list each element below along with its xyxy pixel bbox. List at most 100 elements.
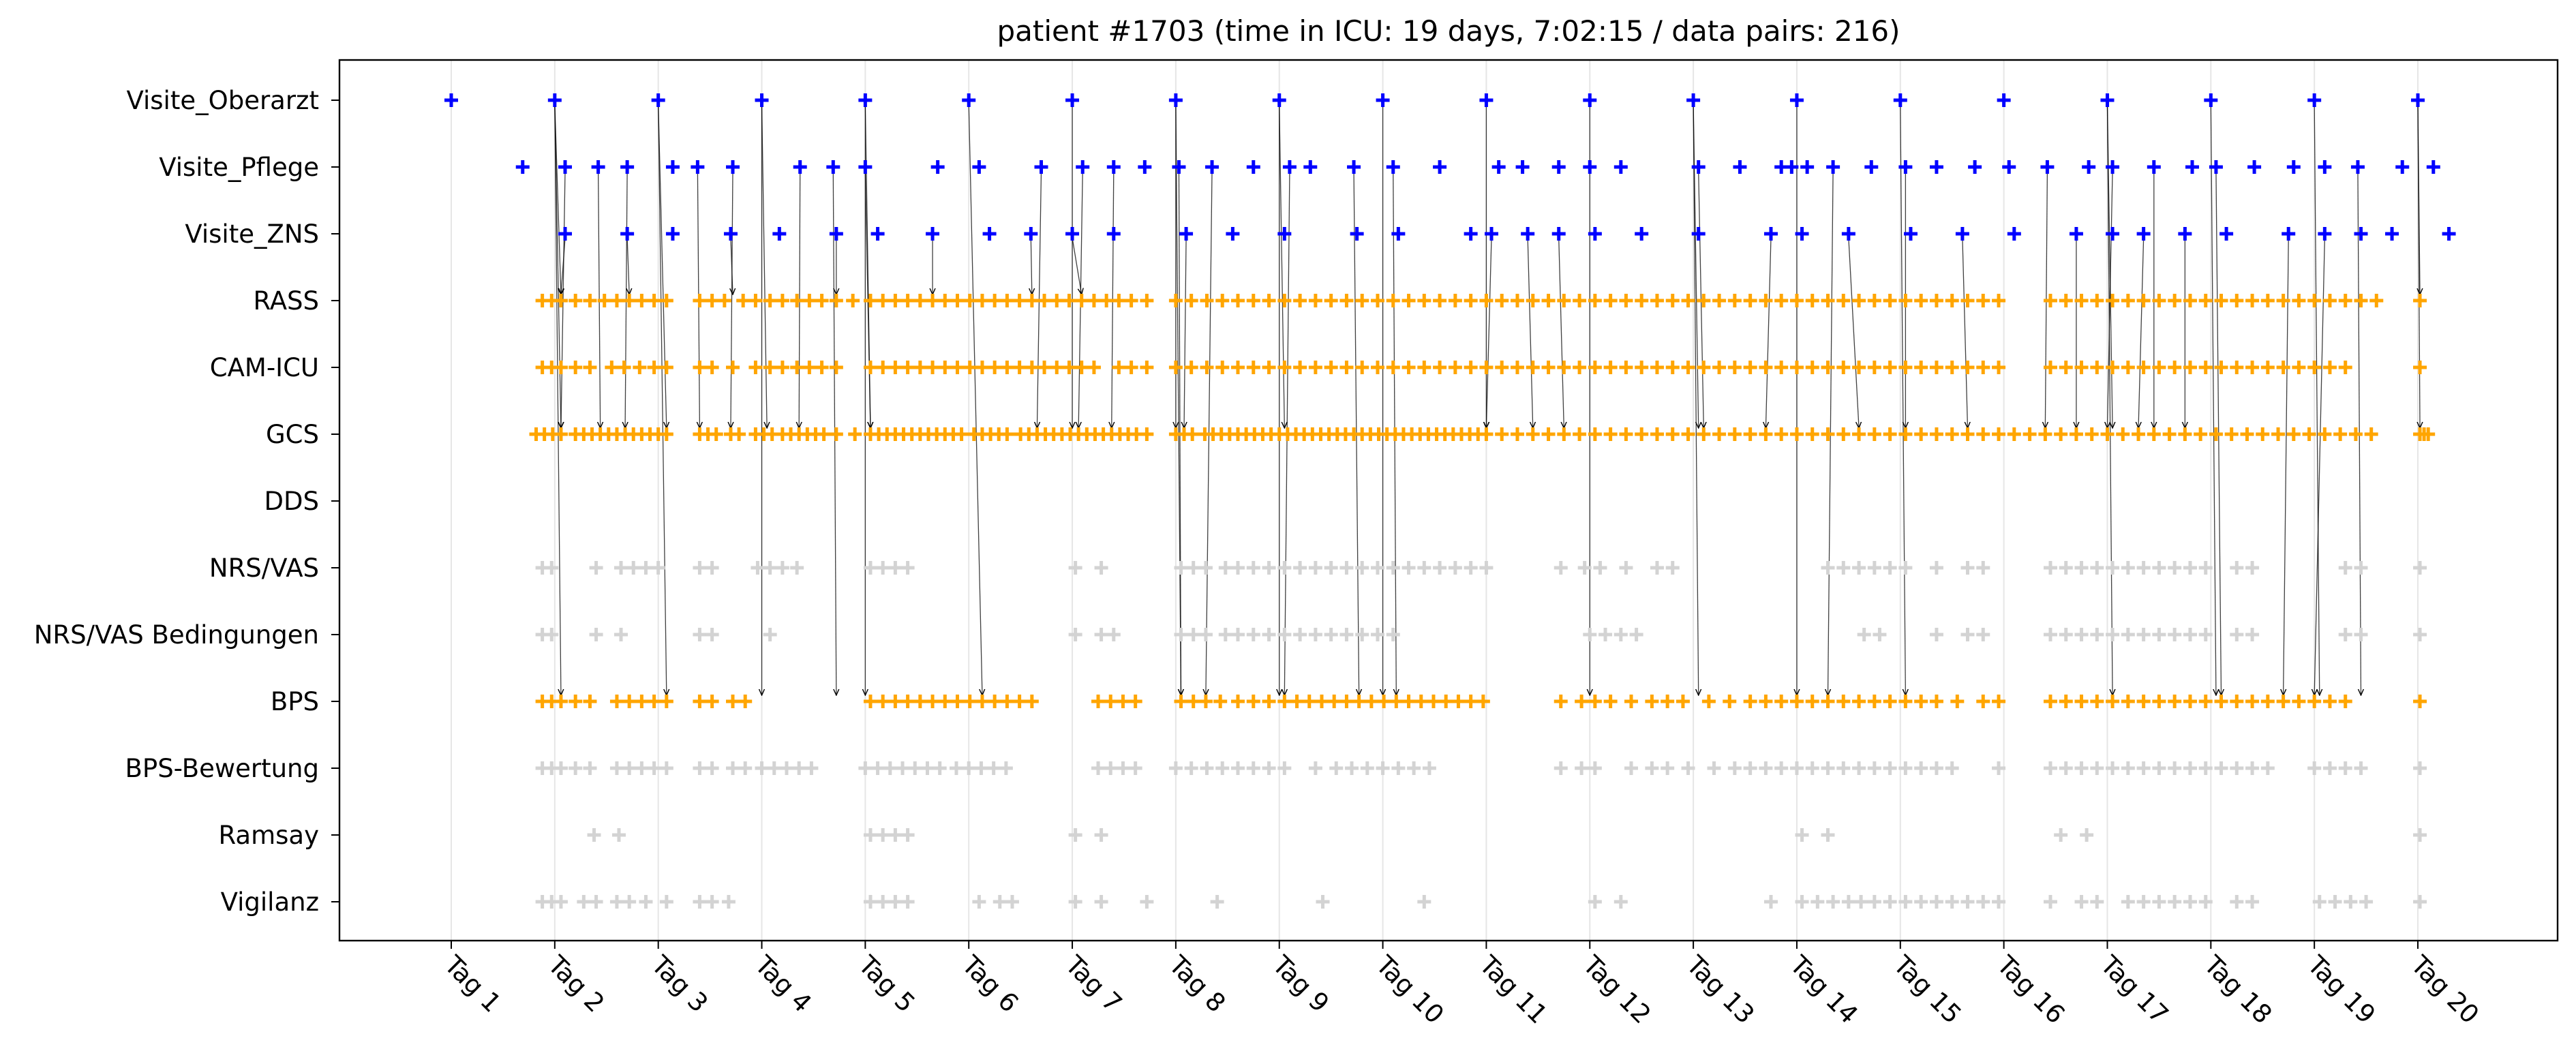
data-point	[2282, 227, 2296, 241]
data-point	[1094, 561, 1108, 575]
data-point	[1603, 695, 1618, 708]
data-point	[1485, 227, 1499, 241]
data-point	[1836, 561, 1851, 575]
data-point	[1426, 695, 1440, 708]
y-tick-label: GCS	[266, 420, 319, 449]
data-point	[1464, 361, 1478, 374]
data-point	[1352, 695, 1366, 708]
data-point	[609, 761, 624, 775]
data-point	[1665, 561, 1680, 575]
data-point	[926, 227, 940, 241]
data-point	[635, 294, 649, 307]
data-point	[2364, 427, 2378, 441]
data-point	[1821, 427, 1835, 441]
data-point	[1707, 761, 1721, 775]
data-point	[1914, 427, 1928, 441]
data-point	[1733, 160, 1747, 174]
data-point	[622, 695, 637, 708]
data-point	[2074, 294, 2089, 307]
data-point	[1198, 695, 1213, 708]
data-point	[870, 227, 885, 241]
data-point	[558, 160, 573, 174]
pair-arrow	[561, 237, 566, 294]
data-point	[723, 227, 738, 241]
data-point	[589, 895, 603, 909]
data-point	[1094, 628, 1108, 641]
data-point	[1000, 427, 1014, 441]
data-point	[2121, 561, 2135, 575]
data-point	[1992, 895, 2006, 909]
data-point	[876, 561, 890, 575]
data-point	[763, 561, 777, 575]
chart-title: patient #1703 (time in ICU: 19 days, 7:0…	[997, 14, 1900, 48]
data-point	[2152, 761, 2166, 775]
data-point	[1407, 761, 1421, 775]
pair-arrow	[1486, 237, 1492, 428]
data-point	[2059, 361, 2073, 374]
data-point	[2185, 160, 2199, 174]
data-point	[587, 828, 601, 842]
data-point	[1541, 294, 1556, 307]
data-point	[1246, 294, 1260, 307]
data-point	[900, 361, 915, 374]
data-point	[2074, 361, 2089, 374]
data-point	[1324, 361, 1338, 374]
data-point	[1852, 561, 1866, 575]
data-point	[876, 695, 890, 708]
data-point	[577, 895, 591, 909]
data-point	[870, 761, 885, 775]
data-point	[1613, 160, 1628, 174]
data-point	[1184, 294, 1198, 307]
data-point	[1370, 294, 1384, 307]
data-point	[2059, 561, 2073, 575]
data-point	[2121, 628, 2135, 641]
data-point	[1200, 761, 1214, 775]
data-point	[2413, 628, 2427, 641]
data-point	[1324, 628, 1338, 641]
data-point	[1867, 695, 1881, 708]
data-point	[2198, 294, 2213, 307]
data-point	[2230, 561, 2244, 575]
pair-arrow	[1558, 237, 1564, 428]
data-point	[1645, 761, 1659, 775]
data-point	[1417, 361, 1431, 374]
data-point	[802, 361, 817, 374]
ytick-layer: Visite_Oberarzt Visite_Pflege Visite_ZNS RA…	[34, 86, 339, 917]
data-point	[1583, 628, 1597, 641]
data-point	[1218, 561, 1232, 575]
data-point	[1124, 294, 1138, 307]
data-point	[1929, 561, 1943, 575]
data-point	[2240, 427, 2254, 441]
data-point	[1050, 294, 1064, 307]
data-point	[2354, 628, 2368, 641]
data-point	[1759, 427, 1773, 441]
data-point	[693, 761, 707, 775]
data-point	[2152, 628, 2166, 641]
data-point	[1246, 361, 1260, 374]
data-point	[609, 294, 624, 307]
data-point	[1810, 895, 1825, 909]
data-point	[1339, 628, 1354, 641]
data-point	[858, 761, 873, 775]
data-point	[1106, 160, 1121, 174]
data-point	[2276, 294, 2290, 307]
data-point	[1370, 561, 1384, 575]
data-point	[2260, 761, 2275, 775]
data-point	[1370, 361, 1384, 374]
data-point	[1554, 695, 1568, 708]
data-point	[1185, 427, 1200, 441]
data-point	[1945, 427, 1959, 441]
data-point	[1479, 361, 1494, 374]
data-point	[1883, 761, 1897, 775]
data-point	[2230, 695, 2244, 708]
data-point	[1087, 294, 1101, 307]
data-point	[2043, 561, 2057, 575]
pair-arrow	[731, 170, 733, 428]
data-point	[1112, 361, 1126, 374]
pair-arrow	[761, 104, 768, 428]
data-point	[1712, 294, 1727, 307]
data-point	[693, 294, 707, 307]
data-point	[755, 761, 769, 775]
data-point	[1277, 695, 1292, 708]
